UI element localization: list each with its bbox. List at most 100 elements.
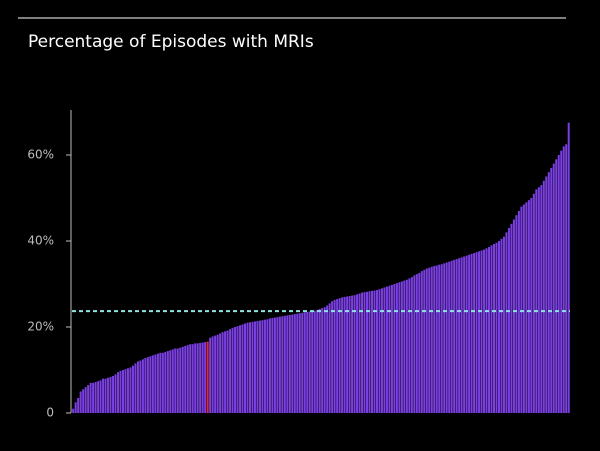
bar bbox=[353, 295, 356, 413]
bar bbox=[204, 342, 207, 413]
bar bbox=[507, 228, 510, 413]
bar bbox=[438, 264, 441, 413]
bar bbox=[343, 296, 346, 413]
bar bbox=[221, 332, 224, 413]
bar bbox=[413, 275, 416, 413]
bar bbox=[224, 331, 227, 413]
bar bbox=[176, 348, 179, 413]
bar bbox=[191, 344, 194, 413]
y-tick-label: 40% bbox=[27, 234, 54, 248]
bar bbox=[248, 322, 251, 413]
bar bbox=[87, 385, 90, 413]
bar bbox=[308, 311, 311, 413]
bar bbox=[527, 200, 530, 413]
bar bbox=[141, 359, 144, 413]
bar bbox=[258, 320, 261, 413]
bar bbox=[301, 312, 304, 413]
bar bbox=[565, 144, 568, 413]
bar bbox=[443, 263, 446, 413]
bar bbox=[555, 159, 558, 413]
bar bbox=[122, 370, 124, 413]
bar bbox=[490, 245, 493, 413]
bar bbox=[458, 258, 461, 413]
bar bbox=[525, 202, 528, 413]
bar bbox=[293, 314, 296, 413]
bar bbox=[485, 248, 488, 413]
bar bbox=[286, 315, 289, 413]
bar bbox=[181, 346, 184, 413]
bar bbox=[303, 312, 306, 413]
bar bbox=[535, 189, 538, 413]
bar bbox=[296, 313, 299, 413]
bar bbox=[174, 348, 177, 413]
bar bbox=[298, 313, 301, 413]
bar bbox=[214, 335, 217, 413]
chart-title: Percentage of Episodes with MRIs bbox=[28, 32, 314, 52]
bar bbox=[361, 292, 364, 413]
bar bbox=[199, 342, 202, 413]
bar bbox=[557, 155, 560, 413]
bar bbox=[403, 280, 406, 413]
bar bbox=[226, 330, 229, 413]
bar bbox=[380, 288, 383, 413]
bar bbox=[79, 391, 82, 413]
bar bbox=[209, 337, 212, 413]
bar bbox=[497, 241, 500, 413]
bar bbox=[321, 308, 324, 413]
bar bbox=[502, 236, 505, 413]
bar bbox=[74, 402, 77, 413]
bar bbox=[134, 363, 137, 413]
bar bbox=[169, 350, 172, 413]
bar bbox=[435, 265, 438, 413]
bar bbox=[473, 253, 476, 413]
bar bbox=[196, 343, 199, 413]
bar bbox=[184, 345, 187, 413]
bar bbox=[126, 368, 129, 413]
bar bbox=[234, 327, 237, 413]
bar bbox=[515, 215, 518, 413]
bar bbox=[316, 309, 319, 413]
bar bbox=[256, 320, 259, 413]
bar bbox=[510, 223, 513, 413]
bar bbox=[151, 355, 154, 413]
bar bbox=[241, 324, 244, 413]
bar bbox=[149, 356, 152, 413]
bar bbox=[124, 369, 127, 413]
bar bbox=[383, 287, 386, 413]
bar bbox=[129, 367, 132, 413]
bar bbox=[388, 285, 391, 413]
bar bbox=[351, 295, 354, 413]
bar bbox=[171, 349, 174, 413]
bar bbox=[530, 198, 533, 413]
bar bbox=[358, 293, 361, 413]
bar bbox=[89, 382, 92, 413]
bar bbox=[102, 378, 105, 413]
bar bbox=[520, 206, 523, 413]
bar bbox=[522, 204, 525, 413]
bar bbox=[104, 378, 107, 413]
bar bbox=[475, 252, 478, 413]
bar bbox=[455, 259, 458, 413]
bar bbox=[517, 210, 520, 413]
bar bbox=[263, 319, 266, 413]
bar bbox=[144, 357, 147, 413]
bar bbox=[109, 376, 112, 413]
bar bbox=[84, 387, 87, 413]
bar bbox=[82, 389, 85, 413]
bar bbox=[478, 251, 481, 413]
y-tick-label: 60% bbox=[27, 148, 54, 162]
bar bbox=[92, 382, 95, 413]
bar bbox=[306, 311, 309, 413]
bar bbox=[326, 305, 329, 413]
bar bbox=[420, 271, 423, 413]
bar bbox=[418, 272, 421, 413]
bar bbox=[390, 284, 393, 413]
bar bbox=[500, 238, 503, 413]
bar bbox=[236, 326, 239, 413]
bar bbox=[189, 344, 192, 413]
bar bbox=[483, 249, 486, 413]
bar bbox=[495, 242, 498, 413]
bar bbox=[211, 336, 214, 413]
